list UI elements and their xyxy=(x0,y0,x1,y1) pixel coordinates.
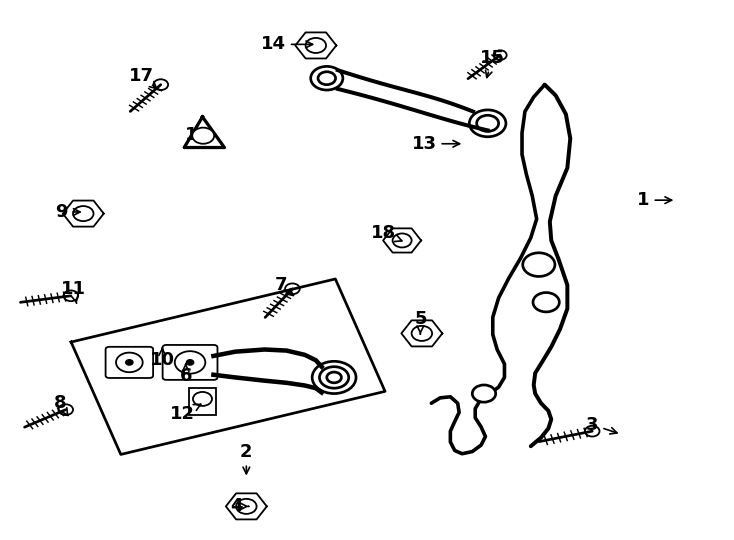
Text: 15: 15 xyxy=(480,49,505,78)
Circle shape xyxy=(472,385,495,402)
Text: 4: 4 xyxy=(230,497,249,515)
Text: 16: 16 xyxy=(185,126,210,144)
Polygon shape xyxy=(184,117,225,147)
Text: 9: 9 xyxy=(55,203,80,221)
Text: 3: 3 xyxy=(586,416,617,434)
Circle shape xyxy=(126,360,133,365)
Text: 11: 11 xyxy=(60,280,86,303)
Text: 7: 7 xyxy=(275,276,294,295)
Bar xyxy=(189,388,216,415)
Text: 12: 12 xyxy=(170,404,201,423)
Circle shape xyxy=(533,293,559,312)
Text: 8: 8 xyxy=(54,394,68,415)
Circle shape xyxy=(192,127,214,144)
Text: 13: 13 xyxy=(412,135,459,153)
Text: 17: 17 xyxy=(129,66,157,89)
Text: 10: 10 xyxy=(150,348,175,369)
Circle shape xyxy=(186,360,194,365)
Text: 1: 1 xyxy=(637,191,672,209)
Text: 5: 5 xyxy=(414,310,426,334)
Text: 6: 6 xyxy=(179,364,192,386)
Circle shape xyxy=(523,253,555,276)
Text: 18: 18 xyxy=(371,225,402,242)
Text: 2: 2 xyxy=(240,443,252,474)
Text: 14: 14 xyxy=(261,35,313,53)
